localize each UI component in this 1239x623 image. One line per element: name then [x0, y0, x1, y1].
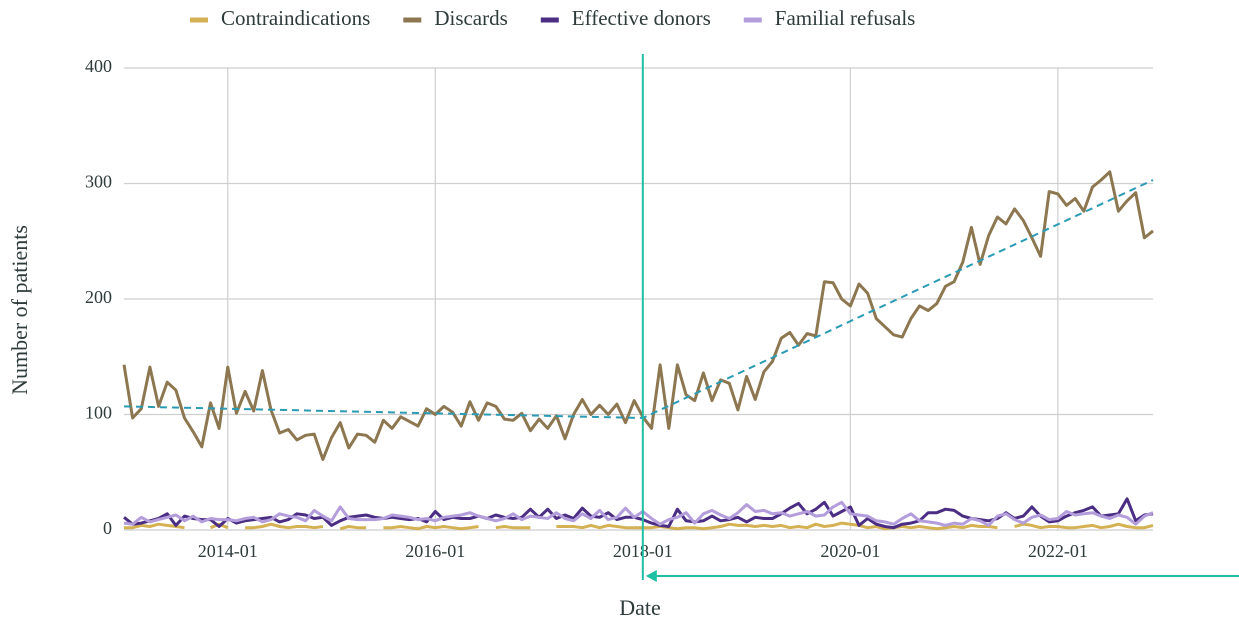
y-tick-label: 400	[85, 56, 112, 76]
x-tick-label: 2022-01	[1028, 541, 1088, 561]
y-tick-label: 100	[85, 403, 112, 423]
legend-label: Discards	[434, 6, 507, 30]
data-line	[124, 521, 1154, 531]
legend-label: Familial refusals	[775, 6, 916, 30]
y-tick-label: 200	[85, 287, 112, 307]
y-tick-label: 0	[103, 518, 112, 538]
x-tick-label: 2016-01	[405, 541, 465, 561]
arrow-head	[645, 570, 657, 582]
legend-label: Effective donors	[572, 6, 711, 30]
data-line	[122, 170, 1154, 461]
data-line	[123, 497, 1154, 530]
x-axis-label: Date	[619, 595, 661, 620]
y-axis-label: Number of patients	[7, 225, 32, 395]
x-tick-label: 2020-01	[820, 541, 880, 561]
x-tick-label: 2014-01	[198, 541, 258, 561]
y-tick-label: 300	[85, 172, 112, 192]
data-line	[123, 500, 1154, 527]
legend-label: Contraindications	[221, 6, 370, 30]
